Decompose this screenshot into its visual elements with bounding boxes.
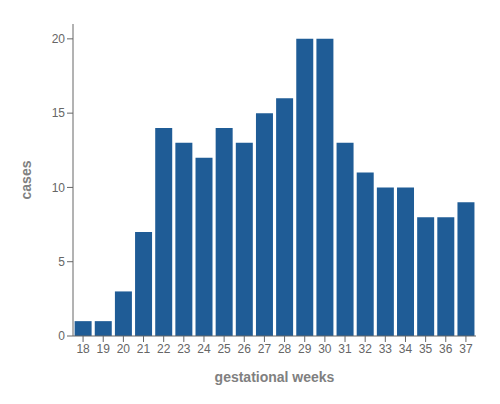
svg-text:19: 19 xyxy=(97,342,111,356)
svg-text:34: 34 xyxy=(399,342,413,356)
svg-text:10: 10 xyxy=(52,181,66,195)
svg-text:36: 36 xyxy=(439,342,453,356)
svg-text:cases: cases xyxy=(18,160,34,199)
svg-text:37: 37 xyxy=(459,342,473,356)
svg-text:15: 15 xyxy=(52,106,66,120)
svg-text:30: 30 xyxy=(318,342,332,356)
svg-text:25: 25 xyxy=(217,342,231,356)
svg-text:5: 5 xyxy=(58,255,65,269)
svg-text:24: 24 xyxy=(197,342,211,356)
svg-text:18: 18 xyxy=(76,342,90,356)
svg-text:28: 28 xyxy=(278,342,292,356)
svg-text:23: 23 xyxy=(177,342,191,356)
svg-text:31: 31 xyxy=(338,342,352,356)
svg-text:20: 20 xyxy=(117,342,131,356)
svg-text:26: 26 xyxy=(238,342,252,356)
svg-text:29: 29 xyxy=(298,342,312,356)
svg-text:22: 22 xyxy=(157,342,171,356)
svg-text:20: 20 xyxy=(52,32,66,46)
svg-text:21: 21 xyxy=(137,342,151,356)
svg-text:33: 33 xyxy=(379,342,393,356)
svg-text:0: 0 xyxy=(58,329,65,343)
svg-text:35: 35 xyxy=(419,342,433,356)
svg-text:gestational weeks: gestational weeks xyxy=(215,369,335,385)
svg-text:32: 32 xyxy=(358,342,372,356)
svg-text:27: 27 xyxy=(258,342,272,356)
